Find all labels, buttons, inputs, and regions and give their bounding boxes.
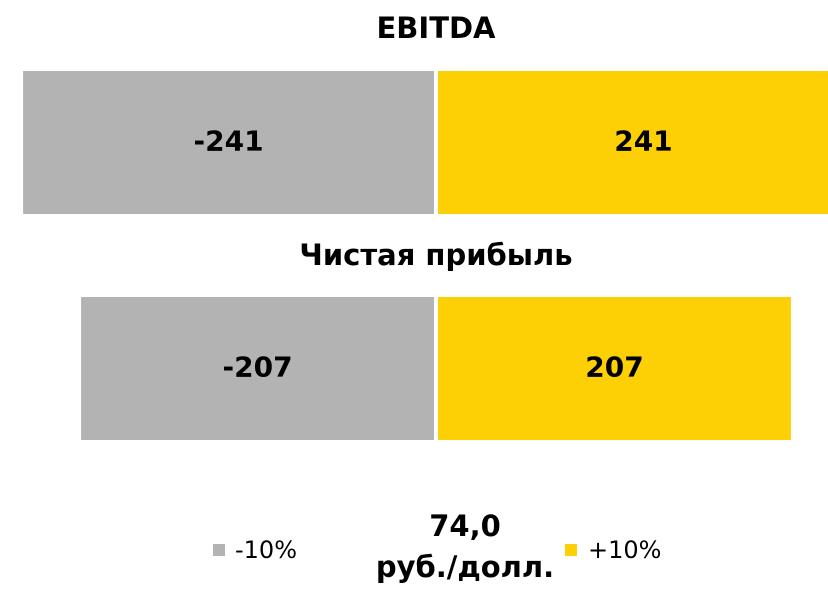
category-title: EBITDA xyxy=(376,11,496,45)
center-label: 74,0 xyxy=(429,509,501,543)
center-label: руб./долл. xyxy=(376,550,554,584)
legend-swatch xyxy=(213,544,225,556)
bar xyxy=(23,71,434,214)
bar xyxy=(81,297,434,440)
legend-swatch xyxy=(565,544,577,556)
value-label: 241 xyxy=(614,125,672,158)
bar xyxy=(438,297,791,440)
value-label: -207 xyxy=(222,351,292,384)
category-title: Чистая прибыль xyxy=(299,238,572,272)
value-label: 207 xyxy=(585,351,643,384)
value-label: -241 xyxy=(194,125,264,158)
bar xyxy=(438,71,828,214)
legend-label: +10% xyxy=(588,536,661,564)
legend-label: -10% xyxy=(235,536,297,564)
